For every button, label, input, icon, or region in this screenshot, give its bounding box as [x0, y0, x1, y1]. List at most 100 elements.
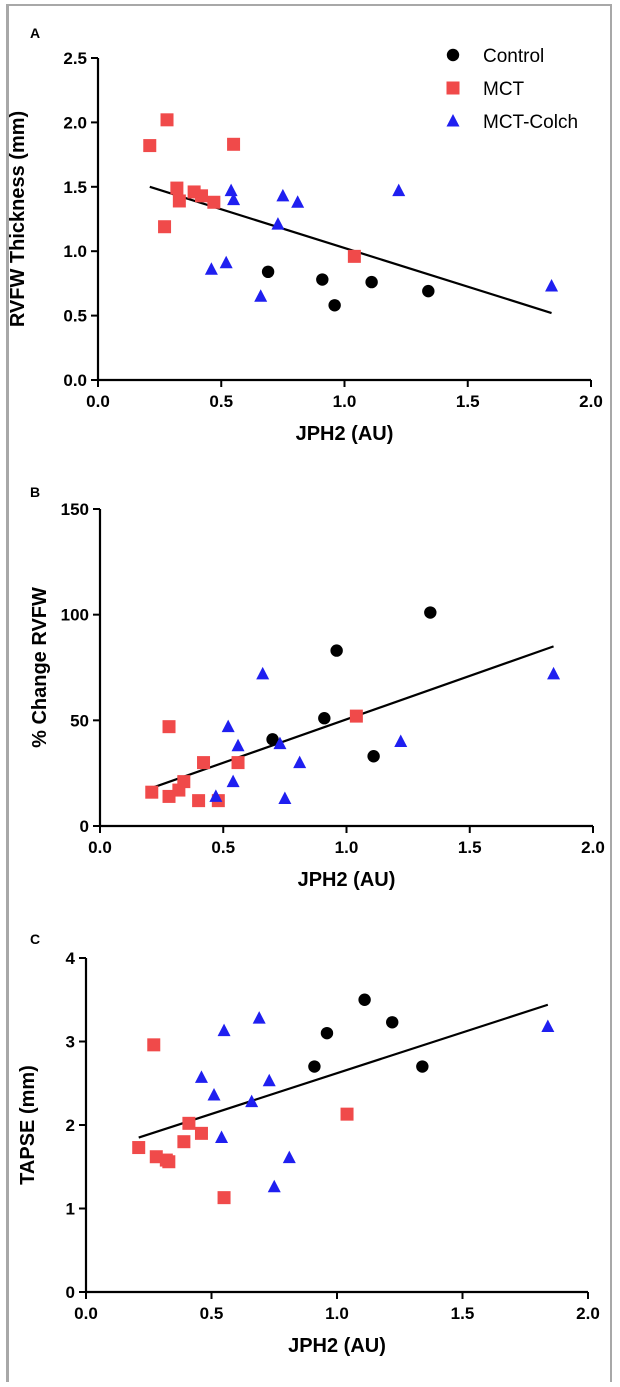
data-point	[276, 188, 290, 202]
y-axis-title: RVFW Thickness (mm)	[7, 111, 29, 327]
data-point	[422, 284, 435, 298]
data-point	[254, 289, 268, 302]
data-point	[365, 275, 378, 289]
x-tick-label: 0.5	[209, 392, 233, 411]
x-tick-label: 1.5	[451, 1304, 475, 1323]
data-point	[416, 1060, 429, 1073]
data-point	[266, 733, 279, 746]
y-tick-label: 1.5	[63, 178, 87, 197]
x-tick-label: 1.0	[325, 1304, 349, 1323]
data-point	[162, 1155, 176, 1169]
data-point	[194, 1126, 208, 1140]
regression-line	[138, 1003, 549, 1139]
data-point	[252, 1011, 266, 1024]
x-tick-label: 0.5	[200, 1304, 224, 1323]
x-tick-label: 0.0	[88, 838, 112, 857]
data-point	[349, 709, 363, 723]
data-point	[273, 736, 287, 750]
data-point	[340, 1107, 354, 1121]
data-point	[262, 1073, 276, 1087]
x-tick-label: 0.5	[211, 838, 235, 857]
data-point	[158, 220, 172, 234]
data-point	[192, 794, 206, 808]
y-tick-label: 2	[66, 1116, 75, 1135]
chart-panel-b: B 0.0 0.5 1.0 1.5 2.0 0 50 100 150 JPH2 (AU) % Chan…	[29, 484, 605, 891]
legend-label: Control	[483, 46, 544, 67]
data-point	[219, 255, 233, 269]
data-point	[162, 720, 176, 734]
panel-label: B	[30, 484, 40, 500]
data-point	[195, 189, 209, 203]
x-tick-label: 2.0	[581, 838, 605, 857]
y-tick-label: 1.0	[63, 242, 87, 261]
legend-marker-mct-colch	[446, 114, 460, 127]
data-point	[358, 993, 371, 1006]
x-tick-label: 1.0	[335, 838, 359, 857]
data-point	[207, 195, 221, 209]
data-point	[204, 262, 218, 275]
data-point	[231, 738, 245, 752]
y-tick-label: 150	[61, 500, 89, 519]
chart-panel-c: C 0.0 0.5 1.0 1.5 2.0 0 1 2 3 4 JPH2 (AU) TAPSE (mm)	[17, 931, 600, 1357]
y-tick-label: 4	[66, 949, 76, 968]
data-point	[256, 666, 270, 680]
data-point	[172, 194, 186, 208]
y-tick-label: 100	[61, 606, 89, 625]
legend: Control MCT MCT-Colch	[446, 46, 578, 133]
data-point	[177, 775, 191, 789]
data-point	[227, 137, 241, 151]
panel-label: A	[30, 25, 40, 41]
x-tick-label: 0.0	[74, 1304, 98, 1323]
series-mct-colch	[194, 1011, 555, 1193]
x-tick-label: 2.0	[576, 1304, 600, 1323]
series-control	[261, 265, 435, 312]
x-axis-title: JPH2 (AU)	[288, 1335, 386, 1357]
data-point	[267, 1179, 281, 1193]
y-tick-label: 0	[66, 1283, 75, 1302]
series-mct-colch	[204, 183, 559, 302]
data-point	[367, 750, 380, 763]
data-point	[226, 774, 240, 788]
data-point	[278, 791, 292, 805]
data-point	[170, 181, 184, 195]
data-point	[282, 1150, 296, 1164]
data-point	[197, 756, 211, 770]
legend-marker-mct	[446, 81, 460, 95]
data-point	[316, 273, 329, 286]
data-point	[217, 1191, 231, 1205]
chart-panel-a: A 0.0 0.5 1.0 1.5 2.0 0.0 0.5 1.0 1.5 2.0 2.5 JPH2 (…	[7, 25, 603, 445]
data-point	[207, 1087, 221, 1101]
data-point	[147, 1038, 161, 1052]
data-point	[386, 1016, 399, 1029]
data-point	[320, 1026, 334, 1040]
data-point	[215, 1130, 229, 1144]
data-point	[308, 1060, 321, 1073]
data-point	[224, 183, 238, 197]
y-tick-label: 0.5	[63, 307, 87, 326]
data-point	[328, 299, 341, 312]
series-mct	[143, 113, 361, 263]
x-axis-title: JPH2 (AU)	[296, 423, 394, 445]
x-tick-label: 1.0	[333, 392, 357, 411]
series-mct-colch	[209, 666, 561, 805]
data-point	[194, 1070, 208, 1083]
legend-label: MCT	[483, 79, 525, 100]
x-tick-label: 1.5	[458, 838, 482, 857]
data-point	[330, 644, 343, 657]
data-point	[424, 606, 437, 619]
data-point	[149, 1150, 163, 1164]
data-point	[545, 278, 559, 292]
data-point	[143, 139, 157, 153]
data-point	[347, 249, 361, 263]
series-mct	[132, 1038, 354, 1205]
data-point	[221, 719, 235, 733]
data-point	[132, 1141, 146, 1155]
y-axis-title: TAPSE (mm)	[17, 1065, 39, 1185]
data-point	[231, 756, 245, 770]
legend-label: MCT-Colch	[483, 112, 578, 133]
y-tick-label: 2.0	[63, 113, 87, 132]
data-point	[162, 789, 176, 803]
x-axis-title: JPH2 (AU)	[298, 869, 396, 891]
data-point	[177, 1135, 191, 1149]
y-tick-label: 0	[80, 817, 89, 836]
